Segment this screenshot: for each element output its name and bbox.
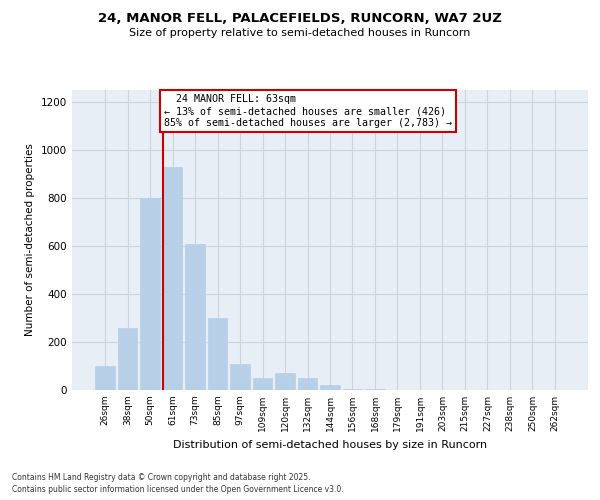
Text: 24 MANOR FELL: 63sqm
← 13% of semi-detached houses are smaller (426)
85% of semi: 24 MANOR FELL: 63sqm ← 13% of semi-detac…: [164, 94, 452, 128]
Bar: [275, 373, 295, 390]
Text: Contains public sector information licensed under the Open Government Licence v3: Contains public sector information licen…: [12, 485, 344, 494]
Bar: [95, 366, 115, 390]
Bar: [253, 378, 272, 390]
Bar: [343, 389, 362, 390]
Bar: [185, 244, 205, 390]
X-axis label: Distribution of semi-detached houses by size in Runcorn: Distribution of semi-detached houses by …: [173, 440, 487, 450]
Text: Size of property relative to semi-detached houses in Runcorn: Size of property relative to semi-detach…: [130, 28, 470, 38]
Bar: [208, 318, 227, 390]
Bar: [118, 328, 137, 390]
Text: Contains HM Land Registry data © Crown copyright and database right 2025.: Contains HM Land Registry data © Crown c…: [12, 472, 311, 482]
Bar: [230, 364, 250, 390]
Bar: [140, 198, 160, 390]
Bar: [298, 378, 317, 390]
Bar: [163, 167, 182, 390]
Y-axis label: Number of semi-detached properties: Number of semi-detached properties: [25, 144, 35, 336]
Text: 24, MANOR FELL, PALACEFIELDS, RUNCORN, WA7 2UZ: 24, MANOR FELL, PALACEFIELDS, RUNCORN, W…: [98, 12, 502, 26]
Bar: [320, 385, 340, 390]
